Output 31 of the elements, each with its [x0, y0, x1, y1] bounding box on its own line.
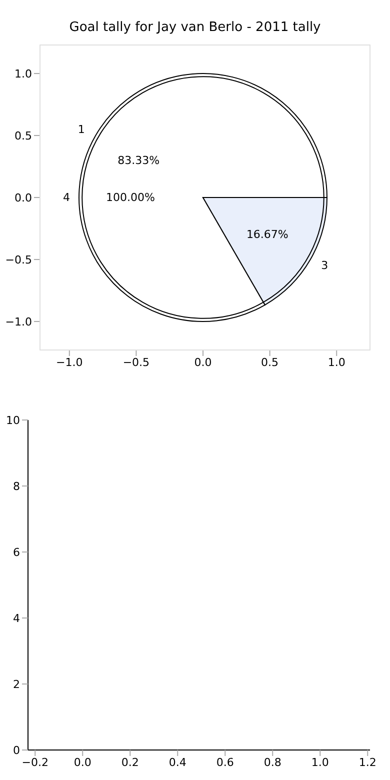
- x-tick-label: 0.0: [194, 356, 212, 369]
- x-tick-label: 0.0: [74, 756, 92, 769]
- y-tick-label: 4: [13, 612, 20, 625]
- data-label: 83.33%: [118, 154, 160, 167]
- x-tick-label: −0.2: [22, 756, 48, 769]
- chart-title: Goal tally for Jay van Berlo - 2011 tally: [68, 20, 322, 35]
- x-tick-label: −1.0: [56, 356, 83, 369]
- x-tick-label: 0.5: [261, 356, 279, 369]
- y-tick-label: 2: [13, 678, 20, 691]
- y-tick-label: 0.5: [14, 129, 32, 142]
- slice-label: 3: [321, 259, 328, 272]
- y-tick-label: 0.0: [14, 191, 32, 204]
- slice-label: 1: [78, 122, 85, 136]
- y-tick-label: 10: [6, 414, 20, 427]
- y-tick-label: 0: [13, 744, 20, 757]
- data-label: 100.00%: [106, 191, 155, 204]
- x-tick-label: 0.8: [264, 756, 282, 769]
- x-tick-label: 1.2: [358, 756, 376, 769]
- y-tick-label: −1.0: [5, 315, 32, 328]
- y-tick-label: −0.5: [5, 253, 32, 266]
- y-tick-label: 1.0: [14, 67, 32, 80]
- slice-label: 4: [63, 191, 70, 204]
- x-tick-label: 0.2: [121, 756, 139, 769]
- x-tick-label: −0.5: [122, 356, 150, 369]
- x-tick-label: 1.0: [311, 756, 329, 769]
- x-tick-label: 1.0: [328, 356, 346, 369]
- y-tick-label: 8: [13, 480, 20, 493]
- y-tick-label: 6: [13, 546, 20, 559]
- x-tick-label: 0.6: [216, 756, 234, 769]
- x-tick-label: 0.4: [168, 756, 186, 769]
- data-label: 16.67%: [246, 228, 288, 242]
